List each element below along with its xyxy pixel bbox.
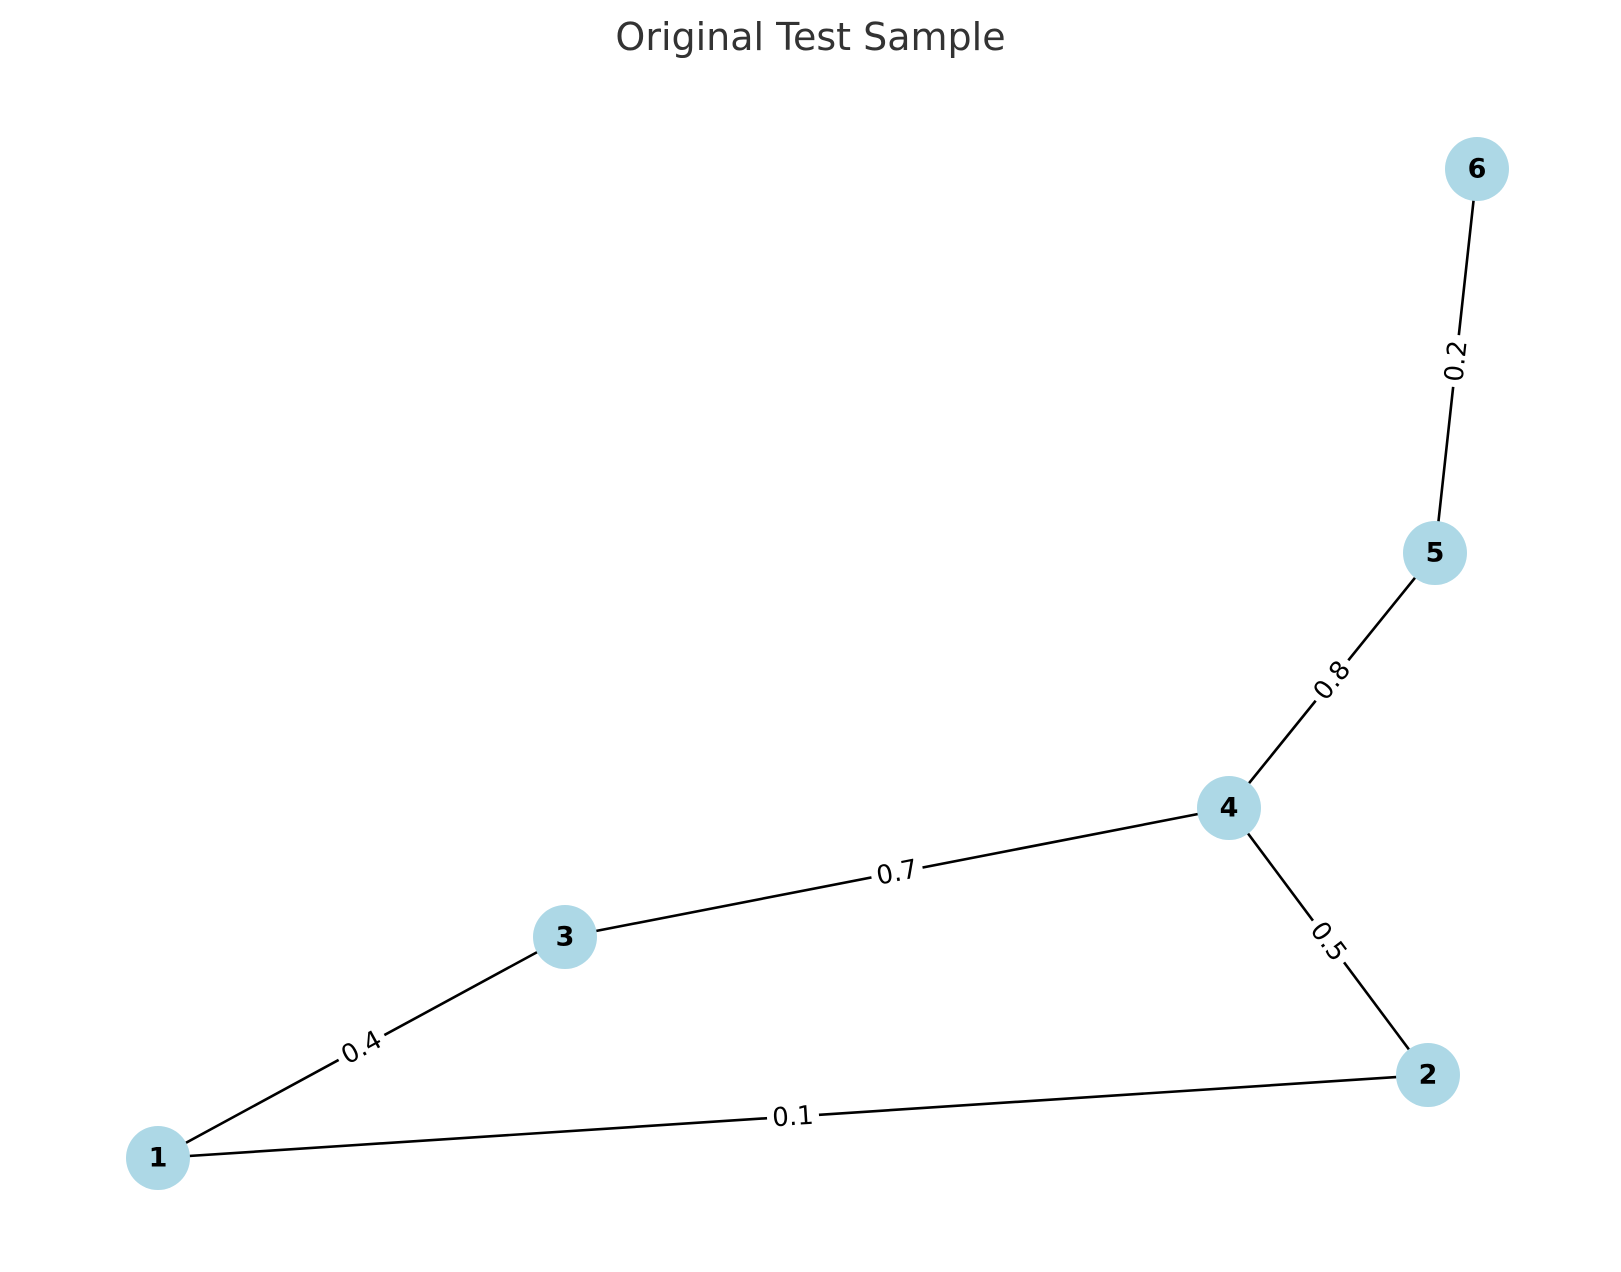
edge-weight-4-2: 0.5 [1299, 910, 1358, 973]
node-circle [1403, 521, 1467, 585]
edge-weight-label: 0.2 [1439, 339, 1473, 383]
node-circle [533, 905, 597, 969]
node-label: 1 [149, 1143, 168, 1174]
edge-weight-4-5: 0.8 [1302, 649, 1362, 712]
node-3: 3 [533, 905, 597, 969]
node-6: 6 [1445, 137, 1509, 201]
edge-weight-background [765, 1097, 821, 1136]
node-circle [1197, 776, 1261, 840]
node-label: 5 [1426, 538, 1445, 569]
edge-weight-1-2: 0.1 [765, 1097, 821, 1136]
edge-weight-3-4: 0.7 [868, 850, 926, 895]
node-label: 4 [1220, 793, 1239, 824]
node-5: 5 [1403, 521, 1467, 585]
edge-weight-1-3: 0.4 [330, 1020, 393, 1075]
edge-weight-background [330, 1020, 393, 1075]
graph-title: Original Test Sample [615, 15, 1006, 59]
edge-weight-background [1299, 910, 1358, 973]
node-1: 1 [126, 1126, 190, 1190]
edges-layer [157, 168, 1479, 1160]
node-2: 2 [1396, 1043, 1460, 1107]
edge-weight-label: 0.1 [771, 1101, 814, 1134]
edge-weight-background [1302, 649, 1362, 712]
node-label: 3 [556, 922, 575, 953]
node-label: 2 [1419, 1060, 1438, 1091]
edge-weight-background [1436, 333, 1476, 389]
edge-weight-background [868, 850, 926, 895]
node-4: 4 [1197, 776, 1261, 840]
node-circle [126, 1126, 190, 1190]
node-label: 6 [1468, 154, 1487, 185]
node-circle [1396, 1043, 1460, 1107]
node-circle [1445, 137, 1509, 201]
nodes-layer: 1 2 3 4 5 6 [126, 137, 1509, 1190]
edge-weight-5-6: 0.2 [1436, 333, 1476, 389]
edge-weights-layer: 0.4 0.1 0.7 0.5 0.8 0.2 [330, 333, 1476, 1136]
